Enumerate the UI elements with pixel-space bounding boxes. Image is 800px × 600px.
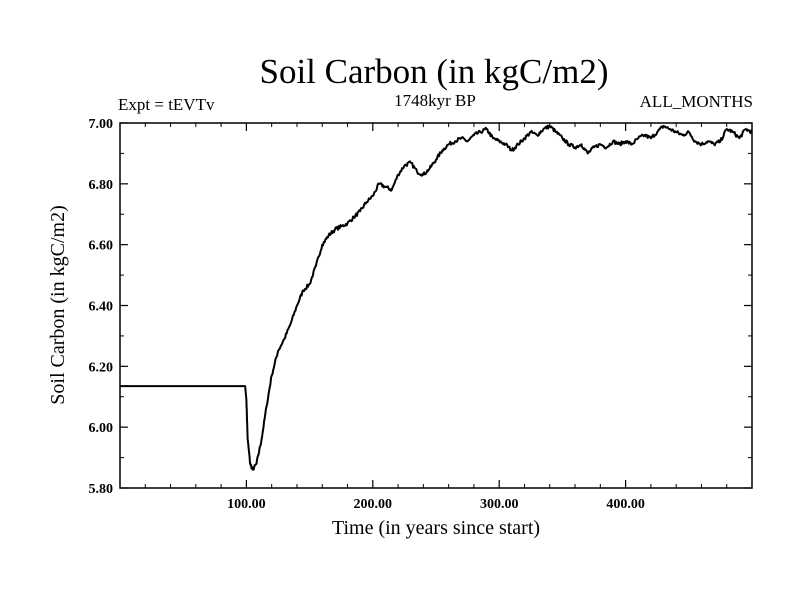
subtitle-experiment: Expt = tEVTv [118,95,215,114]
x-tick-label: 100.00 [227,497,266,512]
chart-title: Soil Carbon (in kgC/m2) [259,52,608,91]
plot-frame [119,122,753,489]
y-tick-label: 6.00 [89,421,114,436]
x-tick-label: 300.00 [480,497,519,512]
x-tick-label: 400.00 [606,497,645,512]
y-axis-label: Soil Carbon (in kgC/m2) [47,205,69,404]
x-axis-label: Time (in years since start) [332,517,540,539]
y-tick-label: 6.80 [89,178,114,193]
y-tick-label: 6.40 [89,300,114,315]
subtitle-period: 1748kyr BP [394,91,476,110]
series-line [120,124,753,471]
y-axis: 5.80 6.00 6.20 6.40 6.60 6.80 7.00 [89,117,752,497]
y-tick-label: 7.00 [89,117,114,132]
x-tick-label: 200.00 [354,497,393,512]
y-tick-label: 6.60 [89,239,114,254]
y-tick-label: 5.80 [89,482,114,497]
subtitle-months: ALL_MONTHS [640,92,753,111]
x-axis: 100.00 200.00 300.00 400.00 [144,123,728,512]
y-tick-label: 6.20 [89,360,114,375]
